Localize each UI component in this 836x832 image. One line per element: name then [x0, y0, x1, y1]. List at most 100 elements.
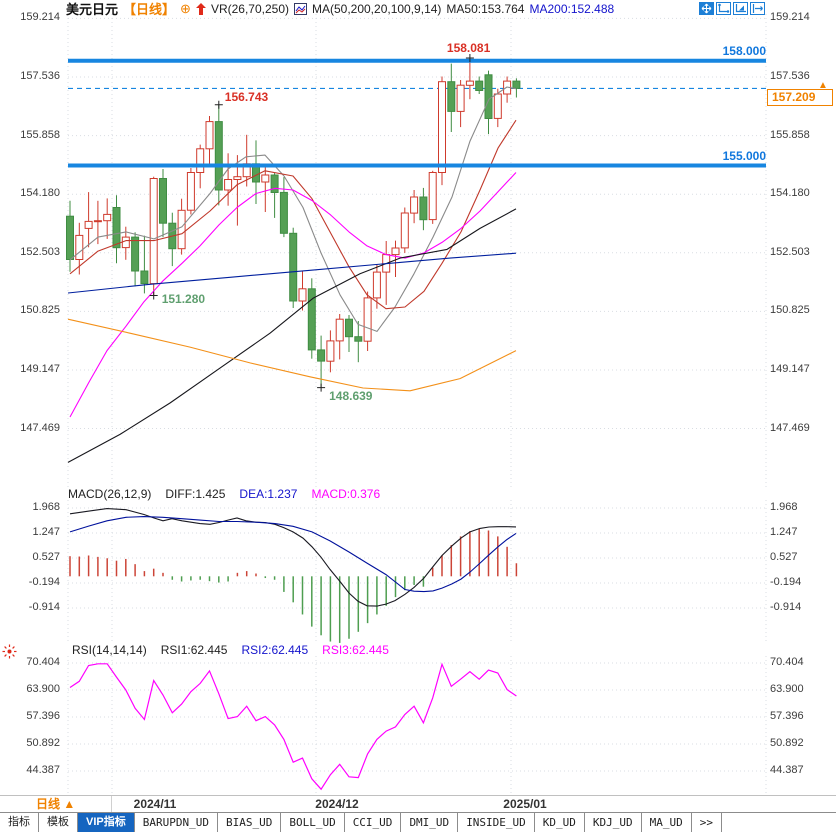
tab-[interactable]: 指标 — [0, 813, 39, 832]
tab-bias_ud[interactable]: BIAS_UD — [218, 813, 282, 832]
macd-diff-line — [69, 508, 517, 607]
ma-line-ma100 — [67, 318, 517, 392]
macd-value: MACD:0.376 — [311, 487, 381, 501]
price-marker-cross — [149, 291, 158, 300]
tab-barupdn_ud[interactable]: BARUPDN_UD — [135, 813, 218, 832]
tab-[interactable]: 模板 — [39, 813, 78, 832]
tab-inside_ud[interactable]: INSIDE_UD — [458, 813, 535, 832]
macd-dea-line — [69, 516, 517, 593]
rsi3-value: RSI3:62.445 — [322, 643, 389, 657]
axis-tick-label: 50.892 — [26, 736, 60, 749]
axis-tick-label: 150.825 — [20, 304, 60, 317]
tab-kd_ud[interactable]: KD_UD — [535, 813, 585, 832]
axis-tick-label: 155.858 — [770, 128, 810, 141]
axis-tick-label: 150.825 — [770, 304, 810, 317]
rsi-line — [69, 662, 517, 791]
tab-[interactable]: >> — [692, 813, 723, 832]
tab-cci_ud[interactable]: CCI_UD — [345, 813, 402, 832]
indicator-tabbar: 指标 模板 VIP指标 BARUPDN_UD BIAS_UD BOLL_UD CCI_UD D… — [0, 812, 836, 832]
axis-tick-label: 70.404 — [26, 656, 60, 668]
price-marker-cross — [465, 54, 474, 62]
period-tag[interactable]: 【日线】 — [123, 2, 176, 17]
rsi-title: RSI(14,14,14) — [72, 643, 147, 657]
ma-line-ma200 — [67, 252, 517, 294]
axis-tick-label: -0.194 — [770, 576, 802, 589]
axis-tick-label: -0.914 — [28, 601, 60, 614]
period-selector[interactable]: 日线 ▲ — [0, 796, 112, 812]
axis-tick-label: 149.147 — [20, 362, 60, 375]
chart-canvas — [66, 14, 767, 793]
tabbar-filler — [722, 813, 836, 832]
ma-line-ma14 — [69, 119, 517, 310]
tab-vip[interactable]: VIP指标 — [78, 813, 135, 832]
axis-tick-label: -0.914 — [770, 601, 802, 614]
price-up-arrow-icon: ▲ — [818, 80, 828, 92]
axis-tick-label: 149.147 — [770, 362, 810, 375]
axis-tick-label: 70.404 — [770, 656, 804, 668]
axis-tick-label: -0.194 — [28, 576, 60, 589]
tab-kdj_ud[interactable]: KDJ_UD — [585, 813, 642, 832]
axis-tick-label: 147.469 — [770, 421, 810, 434]
macd-dea-value: DEA:1.237 — [239, 487, 298, 501]
pan-icon[interactable] — [699, 2, 714, 15]
tab-dmi_ud[interactable]: DMI_UD — [401, 813, 459, 832]
rsi2-value: RSI2:62.445 — [241, 643, 309, 657]
axis-scale-icon[interactable] — [716, 2, 731, 15]
symbol-name: 美元日元 — [66, 2, 119, 17]
date-axis-row: 日线 ▲ 2024/11 2024/12 2025/01 — [0, 795, 836, 813]
ma-line-ma9 — [69, 86, 517, 332]
axis-tick-label: 157.536 — [20, 70, 60, 82]
ma-line-ma20 — [69, 172, 517, 418]
axis-tick-label: 152.503 — [20, 245, 60, 258]
ma200-value: MA200:152.488 — [529, 1, 615, 16]
ma50-value: MA50:153.764 — [446, 1, 525, 16]
price-marker-label: 156.743 — [224, 89, 269, 104]
chart-icon[interactable] — [293, 2, 307, 15]
chart-header: 美元日元 【日线】 ⊕ VR(26,70,250) MA(50,200,20,1… — [66, 0, 615, 18]
macd-diff-value: DIFF:1.425 — [165, 487, 226, 501]
rsi-header: RSI(14,14,14) RSI1:62.445 RSI2:62.445 RS… — [72, 643, 389, 657]
axis-tick-label: 1.968 — [32, 501, 60, 513]
vr-indicator-label: VR(26,70,250) — [210, 1, 289, 16]
up-arrow-icon[interactable] — [195, 2, 206, 15]
level-price-label: 158.000 — [722, 43, 766, 58]
price-marker-label: 158.081 — [446, 41, 491, 55]
axis-tick-label: 154.180 — [20, 187, 60, 200]
axis-tick-label: 63.900 — [26, 682, 60, 695]
axis-tick-label: 155.858 — [20, 128, 60, 141]
level-price-label: 155.000 — [722, 148, 766, 163]
axis-tick-label: 0.527 — [32, 551, 60, 563]
price-marker-cross — [214, 100, 223, 109]
sun-icon[interactable] — [2, 644, 17, 664]
axis-tick-label: 44.387 — [26, 763, 60, 776]
axis-tick-label: 1.968 — [770, 501, 798, 513]
axis-tick-label: 57.396 — [26, 709, 60, 722]
ma-line-ma50 — [67, 208, 517, 463]
axis-tick-label: 157.536 — [770, 70, 810, 82]
price-marker-cross — [317, 383, 326, 392]
axis-tick-label: 63.900 — [770, 682, 804, 695]
axis-tick-label: 0.527 — [770, 551, 798, 563]
tab-boll_ud[interactable]: BOLL_UD — [281, 813, 345, 832]
axis-tick-label: 44.387 — [770, 763, 804, 776]
scroll-right-icon[interactable] — [750, 2, 765, 15]
axis-tick-label: 152.503 — [770, 245, 810, 258]
axis-tick-label: 154.180 — [770, 187, 810, 200]
axis-tick-label: 1.247 — [770, 526, 798, 539]
current-price-badge: 157.209 — [767, 89, 833, 107]
axis-tick-label: 50.892 — [770, 736, 804, 749]
ma-indicator-label: MA(50,200,20,100,9,14) — [311, 1, 442, 16]
axis-tick-label: 1.247 — [32, 526, 60, 539]
macd-title: MACD(26,12,9) — [68, 487, 152, 501]
chart-toolbar — [699, 2, 765, 15]
date-axis-label: 2024/12 — [315, 797, 359, 811]
rsi1-value: RSI1:62.445 — [160, 643, 228, 657]
axis-tick-label: 57.396 — [770, 709, 804, 722]
macd-header: MACD(26,12,9) DIFF:1.425 DEA:1.237 MACD:… — [68, 487, 380, 501]
circle-plus-icon[interactable]: ⊕ — [180, 0, 191, 16]
tab-ma_ud[interactable]: MA_UD — [642, 813, 692, 832]
axis-log-icon[interactable] — [733, 2, 748, 15]
axis-tick-label: 159.214 — [770, 11, 810, 24]
axis-tick-label: 147.469 — [20, 421, 60, 434]
